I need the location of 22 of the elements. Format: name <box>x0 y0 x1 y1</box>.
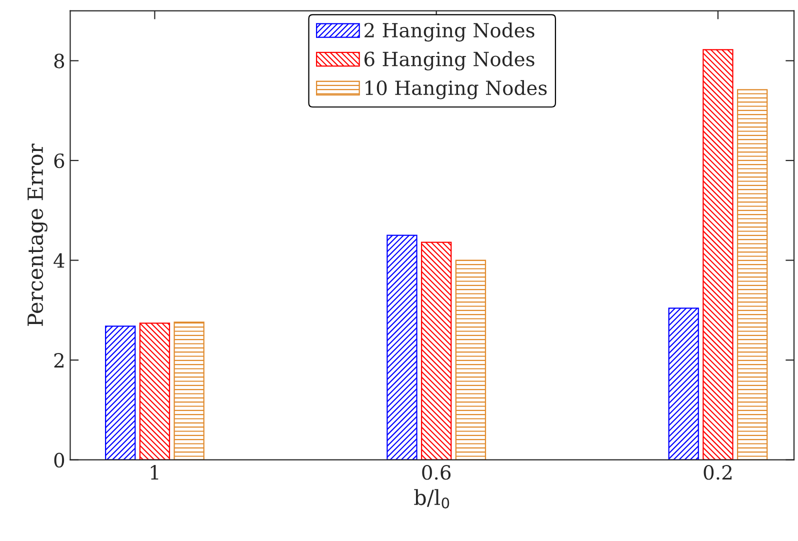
bar <box>386 234 418 460</box>
legend-label: 10 Hanging Nodes <box>366 80 547 100</box>
y-tick-label: 6 <box>54 153 64 168</box>
x-axis-title: b/l$_{0}$ <box>414 489 450 509</box>
x-tick-label: 0.2 <box>704 465 732 480</box>
y-tick-label: 2 <box>54 353 64 368</box>
y-tick-label: 4 <box>54 253 64 268</box>
bar <box>455 260 486 460</box>
x-tick-label: 1 <box>150 465 158 480</box>
bar <box>174 322 204 460</box>
bar <box>105 326 136 460</box>
legend-label: 2 Hanging Nodes <box>364 22 534 42</box>
y-tick-label: 0 <box>54 452 64 468</box>
bar <box>668 308 699 460</box>
bar <box>139 322 170 460</box>
y-tick-label: 8 <box>54 54 64 68</box>
y-axis-title: Percentage Error <box>28 144 48 326</box>
bar <box>736 89 768 460</box>
x-tick-label: 0.6 <box>422 465 451 480</box>
bar <box>702 49 734 460</box>
legend-label: 6 Hanging Nodes <box>364 51 534 70</box>
bar <box>421 242 452 460</box>
